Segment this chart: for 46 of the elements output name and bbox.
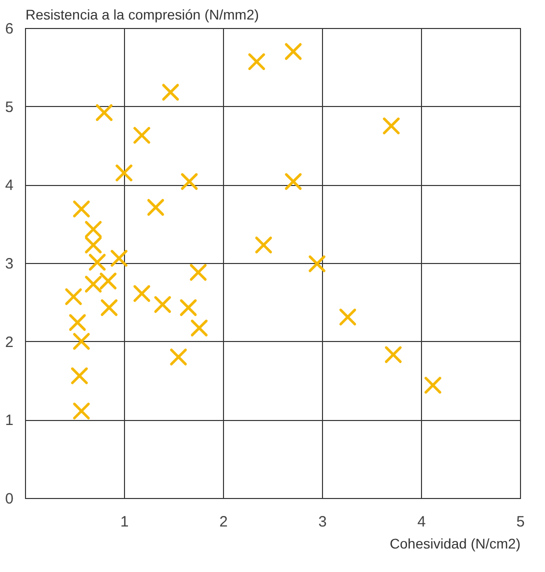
point [162, 84, 179, 101]
point [100, 299, 118, 316]
y-tick-label: 5 [5, 98, 14, 116]
point [69, 314, 86, 331]
point [190, 264, 207, 281]
point [384, 346, 402, 364]
point [88, 254, 106, 271]
point [382, 118, 400, 134]
x-tick-label: 1 [120, 514, 129, 530]
y-tick-label: 6 [5, 20, 14, 38]
point [284, 43, 302, 60]
y-tick-label: 0 [5, 490, 14, 508]
point [147, 199, 164, 216]
point [170, 348, 187, 366]
point [154, 296, 171, 313]
x-tick-label: 4 [417, 514, 426, 530]
point [65, 288, 82, 306]
point [190, 320, 208, 336]
x-axis-title: Cohesividad (N/cm2) [390, 536, 520, 552]
point [133, 285, 150, 302]
point [284, 173, 302, 190]
x-tick-label: 2 [219, 514, 228, 530]
y-tick-label: 4 [5, 177, 14, 194]
point [84, 236, 102, 254]
point [180, 173, 198, 190]
y-tick-label: 2 [5, 334, 14, 351]
y-tick-label: 3 [5, 256, 14, 272]
point [73, 332, 90, 350]
point [255, 236, 272, 254]
point [339, 308, 356, 326]
point [248, 53, 266, 70]
point [180, 299, 197, 316]
point [424, 376, 442, 394]
point [73, 402, 90, 420]
y-tick-label: 1 [5, 412, 14, 430]
point [116, 164, 132, 182]
point [71, 367, 88, 384]
point [96, 104, 113, 121]
point [73, 200, 90, 218]
y-axis-title: Resistencia a la compresión (N/mm2) [26, 6, 259, 22]
x-tick-label: 5 [516, 514, 525, 530]
point [84, 220, 102, 238]
x-tick-label: 3 [318, 514, 327, 530]
point [308, 255, 326, 272]
point [133, 126, 150, 144]
point [110, 250, 128, 267]
